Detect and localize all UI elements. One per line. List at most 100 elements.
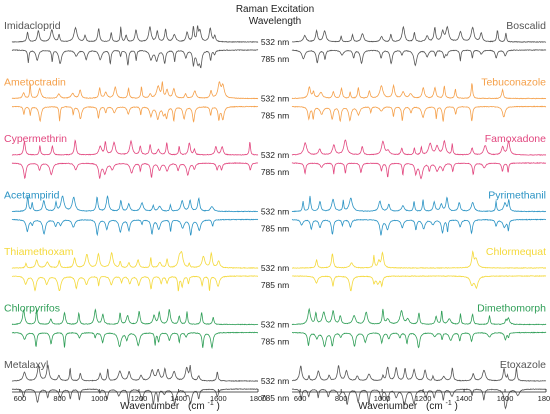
series-label-dimethomorph: Dimethomorph xyxy=(477,303,546,315)
excitation-785-label: 785 nm xyxy=(261,337,289,347)
excitation-785-label: 785 nm xyxy=(261,393,289,403)
x-tick-label: 1400 xyxy=(170,394,187,403)
x-axis-unit-right-close: ) xyxy=(455,401,458,412)
spectrum-785-tebuconazole xyxy=(291,105,547,123)
spectrum-532-dimethomorph xyxy=(291,307,547,326)
spectrum-532-thiamethoxam xyxy=(11,250,259,269)
series-ametoctradin: Ametoctradin xyxy=(4,77,259,123)
spectrum-532-metalaxyl xyxy=(11,364,258,382)
series-label-tebuconazole: Tebuconazole xyxy=(481,77,546,89)
excitation-532-label: 532 nm xyxy=(261,94,289,104)
spectrum-785-chlormequat xyxy=(291,275,547,292)
x-tick-label: 1200 xyxy=(131,394,148,403)
x-tick-label: 1200 xyxy=(415,394,432,403)
spectrum-532-boscalid xyxy=(291,25,547,43)
excitation-532-label: 532 nm xyxy=(261,263,289,273)
x-axis-title-right-text: Wavenumber xyxy=(358,401,418,412)
excitation-785-label: 785 nm xyxy=(261,224,289,234)
spectrum-785-pyrimethanil xyxy=(291,218,547,236)
x-axis-title-left-text: Wavenumber xyxy=(120,401,180,412)
series-imidacloprid: Imidacloprid xyxy=(4,20,259,69)
spectrum-785-etoxazole xyxy=(291,388,547,410)
x-tick-label: 600 xyxy=(14,394,27,403)
series-label-ametoctradin: Ametoctradin xyxy=(4,77,66,89)
x-tick-label: 1400 xyxy=(456,394,473,403)
series-label-chlormequat: Chlormequat xyxy=(486,246,546,258)
series-thiamethoxam: Thiamethoxam xyxy=(4,246,259,292)
series-tebuconazole: Tebuconazole xyxy=(291,77,547,123)
series-boscalid: Boscalid xyxy=(291,20,547,67)
spectrum-785-chlorpyrifos xyxy=(11,331,258,350)
series-label-thiamethoxam: Thiamethoxam xyxy=(4,246,74,258)
spectrum-785-thiamethoxam xyxy=(11,275,258,292)
x-axis-right: 600 800 1000 1200 1400 1600 1800 xyxy=(292,389,550,403)
series-label-famoxadone: Famoxadone xyxy=(485,133,546,145)
spectrum-785-dimethomorph xyxy=(292,331,547,349)
x-tick-label: 1000 xyxy=(91,394,108,403)
excitation-532-label: 532 nm xyxy=(261,37,289,47)
spectrum-532-chlorpyrifos xyxy=(11,308,259,326)
excitation-785-label: 785 nm xyxy=(261,280,289,290)
x-tick-label: 1800 xyxy=(538,394,550,403)
spectrum-532-chlormequat xyxy=(292,250,546,269)
series-dimethomorph: Dimethomorph xyxy=(291,303,547,349)
x-tick-label: 1600 xyxy=(210,394,227,403)
series-label-metalaxyl: Metalaxyl xyxy=(4,359,48,371)
spectrum-785-famoxadone xyxy=(291,162,547,180)
excitation-532-label: 532 nm xyxy=(261,150,289,160)
series-metalaxyl: Metalaxyl xyxy=(4,359,259,406)
spectrum-785-acetampirid xyxy=(11,218,259,237)
excitation-785-label: 785 nm xyxy=(261,167,289,177)
series-acetampirid: Acetampirid xyxy=(4,190,259,237)
spectrum-532-pyrimethanil xyxy=(291,195,547,213)
x-tick-label: 800 xyxy=(53,394,66,403)
series-cypermethrin: Cypermethrin xyxy=(4,133,259,180)
x-axis-unit-right-open: (cm xyxy=(426,401,443,412)
spectrum-532-etoxazole xyxy=(291,364,547,382)
spectrum-532-ametoctradin xyxy=(11,81,259,100)
excitation-785-label: 785 nm xyxy=(261,54,289,64)
series-label-etoxazole: Etoxazole xyxy=(500,359,546,371)
x-axis-labels: Wavenumber (cm -1 ) Wavenumber (cm -1 ) xyxy=(120,397,458,412)
spectrum-532-famoxadone xyxy=(291,139,547,156)
spectrum-785-metalaxyl xyxy=(11,388,259,406)
excitation-532-label: 532 nm xyxy=(261,320,289,330)
spectrum-785-boscalid xyxy=(291,49,547,67)
x-tick-label: 600 xyxy=(294,394,307,403)
panel-right: Boscalid Tebuconazole Famoxadone Pyrimethan… xyxy=(291,20,550,410)
spectrum-785-ametoctradin xyxy=(11,105,259,123)
excitation-532-label: 532 nm xyxy=(261,207,289,217)
x-tick-label: 1600 xyxy=(497,394,514,403)
series-label-acetampirid: Acetampirid xyxy=(4,190,60,202)
spectra-panels: Imidacloprid Ametoctradin Cypermethrin Acet… xyxy=(4,20,550,410)
header-line-2: Wavelength xyxy=(249,16,301,27)
series-label-cypermethrin: Cypermethrin xyxy=(4,133,67,145)
header-line-1: Raman Excitation xyxy=(236,4,314,15)
spectrum-532-imidacloprid xyxy=(11,25,259,43)
series-pyrimethanil: Pyrimethanil xyxy=(291,190,547,236)
x-tick-label: 800 xyxy=(335,394,348,403)
series-etoxazole: Etoxazole xyxy=(291,359,547,410)
x-axis-unit-left-sup: -1 xyxy=(207,400,213,407)
x-axis-unit-left-close: ) xyxy=(217,401,220,412)
series-chlorpyrifos: Chlorpyrifos xyxy=(4,303,259,350)
spectrum-532-cypermethrin xyxy=(11,139,259,156)
figure-header: Raman Excitation Wavelength xyxy=(236,4,314,27)
x-axis-unit-right-sup: -1 xyxy=(445,400,451,407)
x-axis-unit-left-open: (cm xyxy=(188,401,205,412)
spectrum-532-tebuconazole xyxy=(291,83,547,100)
x-axis-title-right: Wavenumber (cm -1 ) xyxy=(358,397,458,412)
series-chlormequat: Chlormequat xyxy=(291,246,547,292)
x-tick-label: 1000 xyxy=(374,394,391,403)
series-famoxadone: Famoxadone xyxy=(291,133,547,180)
spectrum-532-acetampirid xyxy=(11,195,258,213)
series-label-imidacloprid: Imidacloprid xyxy=(4,20,61,32)
series-label-boscalid: Boscalid xyxy=(506,20,546,32)
x-axis-title-left: Wavenumber (cm -1 ) xyxy=(120,397,220,412)
series-label-chlorpyrifos: Chlorpyrifos xyxy=(4,303,60,315)
x-axis-left: 600 800 1000 1200 1400 1600 1800 xyxy=(12,389,266,403)
x-tick-label: 1800 xyxy=(250,394,267,403)
series-label-pyrimethanil: Pyrimethanil xyxy=(488,190,546,202)
spectrum-785-cypermethrin xyxy=(11,162,259,180)
